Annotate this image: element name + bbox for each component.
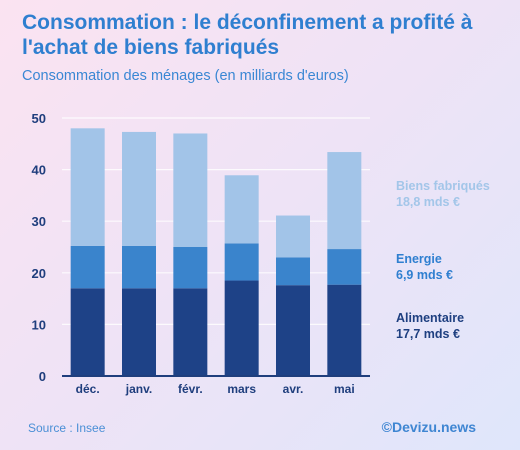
x-tick-label-2: févr. xyxy=(178,382,203,396)
chart-title: Consommation : le déconfinement a profit… xyxy=(22,11,473,59)
bar-févr-energie xyxy=(173,247,208,289)
bar-janv-alimentaire xyxy=(122,288,156,376)
legend-alimentaire-label: Alimentaire xyxy=(396,311,465,325)
bar-avr-energie xyxy=(276,257,310,286)
bar-mai-alimentaire xyxy=(327,284,362,376)
y-tick-label-10: 10 xyxy=(32,317,46,332)
bar-déc-alimentaire xyxy=(70,288,105,376)
bar-déc-energie xyxy=(70,245,105,289)
bar-mars-alimentaire xyxy=(224,280,259,376)
bar-avr-alimentaire xyxy=(276,285,310,376)
y-tick-label-0: 0 xyxy=(39,369,46,384)
bar-janv-biens-fabriqués xyxy=(122,131,156,246)
bar-déc-biens-fabriqués xyxy=(70,128,105,246)
bar-mai-energie xyxy=(327,249,362,285)
x-tick-label-0: déc. xyxy=(76,382,100,396)
legend-alimentaire-value: 17,7 mds € xyxy=(396,327,460,341)
source-note: Source : Insee xyxy=(28,421,106,435)
legend-biens-fabriques-value: 18,8 mds € xyxy=(396,195,460,209)
bar-mai-biens-fabriqués xyxy=(327,152,362,250)
legend-energie-value: 6,9 mds € xyxy=(396,268,453,282)
legend-alimentaire: Alimentaire 17,7 mds € xyxy=(396,310,464,342)
bar-févr-biens-fabriqués xyxy=(173,133,208,247)
x-tick-label-3: mars xyxy=(227,382,256,396)
x-tick-label-1: janv. xyxy=(125,382,152,396)
legend-energie-label: Energie xyxy=(396,252,442,266)
bar-mars-energie xyxy=(224,243,259,281)
y-tick-label-40: 40 xyxy=(32,163,46,178)
y-tick-label-50: 50 xyxy=(32,111,46,126)
legend-energie: Energie 6,9 mds € xyxy=(396,251,453,283)
bar-févr-alimentaire xyxy=(173,288,208,376)
legend-biens-fabriques-label: Biens fabriqués xyxy=(396,179,490,193)
bar-mars-biens-fabriqués xyxy=(224,175,259,244)
y-tick-label-20: 20 xyxy=(32,266,46,281)
bar-avr-biens-fabriqués xyxy=(276,215,310,258)
y-tick-label-30: 30 xyxy=(32,214,46,229)
x-tick-label-4: avr. xyxy=(283,382,304,396)
brand-credit: ©Devizu.news xyxy=(381,419,476,435)
x-tick-label-5: mai xyxy=(334,382,355,396)
legend-biens-fabriques: Biens fabriqués 18,8 mds € xyxy=(396,178,490,210)
chart-subtitle: Consommation des ménages (en milliards d… xyxy=(22,68,349,84)
bar-janv-energie xyxy=(122,245,156,289)
